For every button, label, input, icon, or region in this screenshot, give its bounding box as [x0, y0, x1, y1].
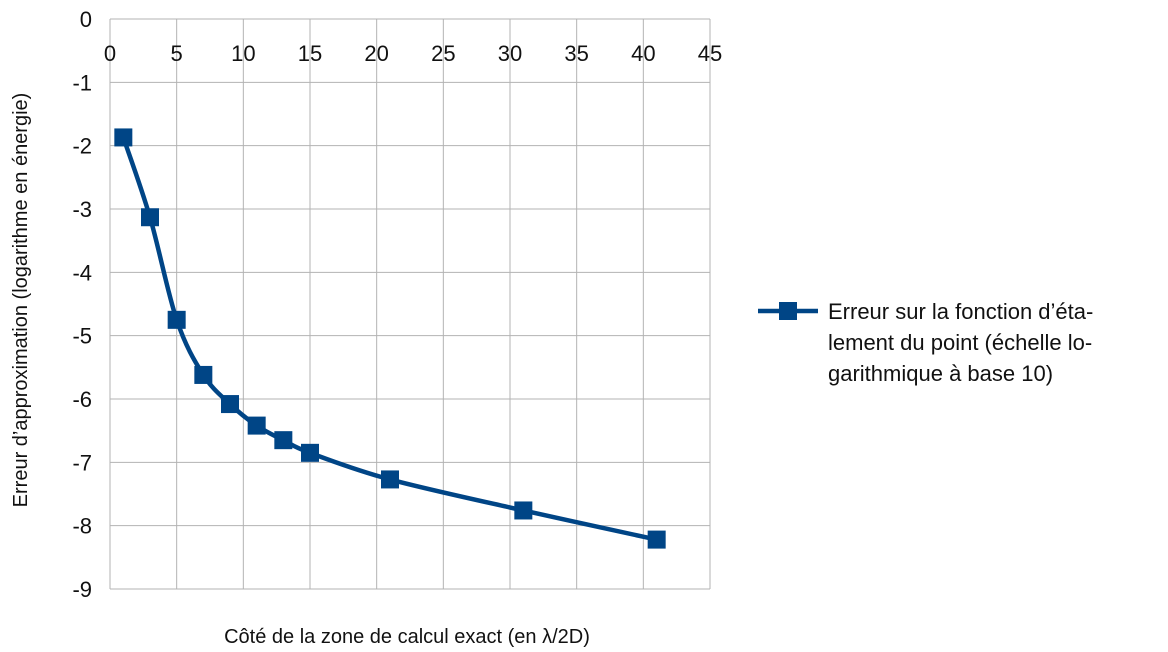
data-point-marker: [274, 431, 293, 450]
legend-label-line: Erreur sur la fonction d’éta-: [828, 299, 1093, 324]
x-tick-label: 45: [698, 41, 722, 66]
y-tick-label: 0: [80, 7, 92, 32]
y-tick-label: -2: [72, 134, 92, 159]
x-tick-label: 30: [498, 41, 522, 66]
x-tick-label: 0: [104, 41, 116, 66]
y-tick-label: -7: [72, 450, 92, 475]
y-axis-title: Erreur d’approximation (logarithme en én…: [10, 93, 32, 508]
data-point-marker: [194, 365, 213, 384]
data-point-marker: [301, 443, 319, 462]
legend-marker: [779, 302, 797, 320]
x-tick-labels: 0 5 10 15 20 25 30 35 40 45: [104, 41, 722, 66]
y-tick-label: -6: [72, 387, 92, 412]
legend-label-line: lement du point (échelle lo-: [828, 330, 1092, 355]
y-tick-label: -1: [72, 70, 92, 95]
series-erreur: [114, 128, 666, 549]
data-point-marker: [167, 310, 186, 329]
x-axis-title: Côté de la zone de calcul exact (en λ/2D…: [224, 626, 590, 648]
y-tick-label: -3: [72, 197, 92, 222]
data-point-marker: [247, 416, 266, 435]
data-point-marker: [114, 128, 133, 147]
grid: [109, 18, 711, 590]
x-tick-label: 20: [364, 41, 388, 66]
legend: Erreur sur la fonction d’éta-lement du p…: [758, 299, 1093, 386]
x-tick-label: 40: [631, 41, 655, 66]
y-tick-label: -4: [72, 260, 92, 285]
y-tick-label: -5: [72, 324, 92, 349]
data-point-marker: [514, 501, 533, 520]
legend-label-line: garithmique à base 10): [828, 361, 1053, 386]
data-point-marker: [381, 470, 399, 489]
y-tick-label: -8: [72, 514, 92, 539]
x-tick-label: 15: [298, 41, 322, 66]
data-point-marker: [221, 395, 239, 414]
x-tick-label: 10: [231, 41, 255, 66]
y-tick-label: -9: [72, 577, 92, 602]
y-tick-labels: 0 -1 -2 -3 -4 -5 -6 -7 -8 -9: [72, 7, 92, 602]
data-point-marker: [647, 530, 666, 549]
x-tick-label: 25: [431, 41, 455, 66]
x-tick-label: 5: [171, 41, 183, 66]
data-point-marker: [141, 208, 159, 227]
x-tick-label: 35: [564, 41, 588, 66]
legend-label: Erreur sur la fonction d’éta-lement du p…: [828, 299, 1093, 386]
